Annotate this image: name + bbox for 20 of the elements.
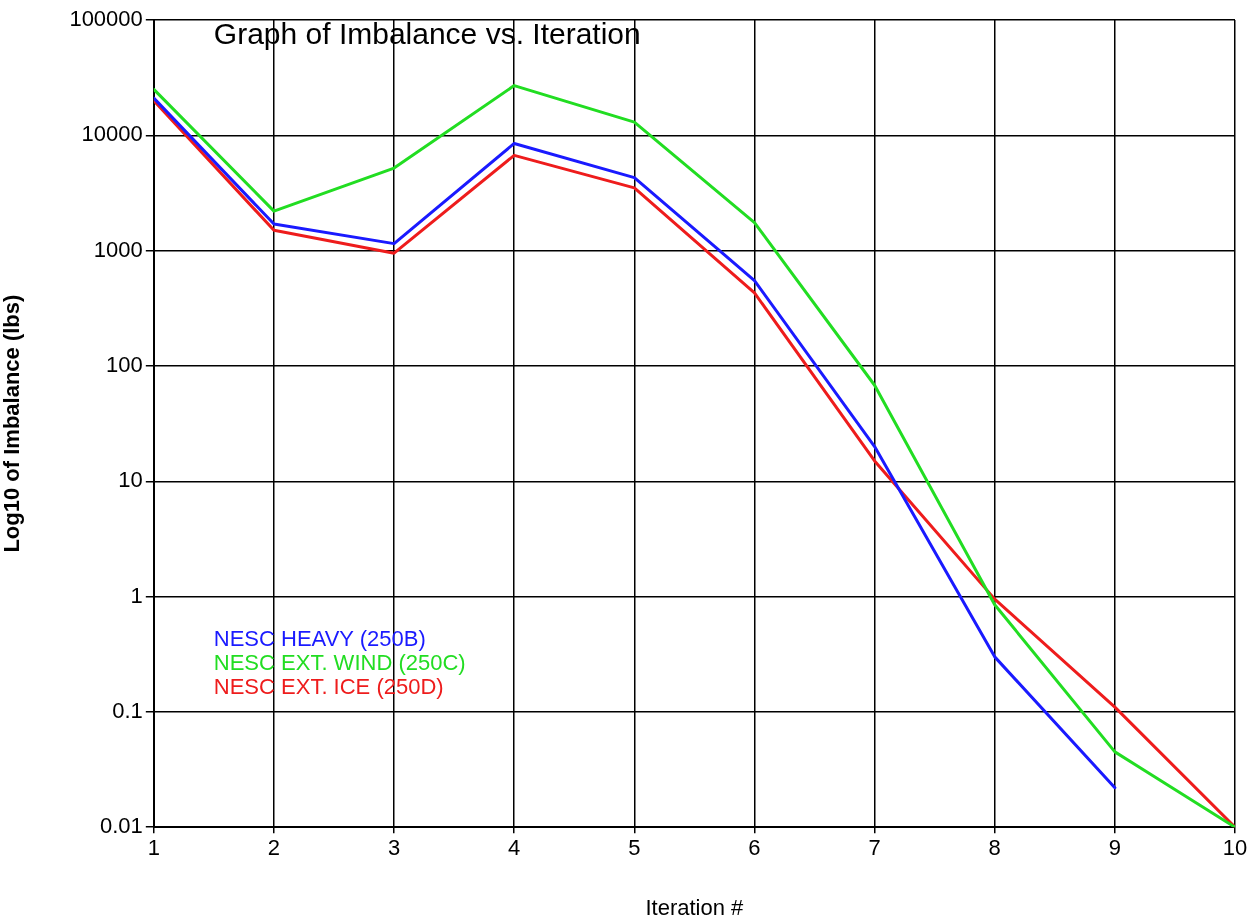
y-tick-label: 100 [106,352,143,378]
x-tick-label: 1 [147,835,160,861]
x-tick-label: 10 [1222,835,1248,861]
y-tick-label: 0.01 [99,813,143,839]
y-tick-label: 10 [118,467,143,493]
y-tick-label: 1000 [93,236,143,262]
y-tick-label: 0.1 [112,697,143,723]
x-tick-label: 9 [1108,835,1121,861]
x-tick-label: 8 [988,835,1001,861]
x-tick-label: 5 [628,835,641,861]
x-axis-title: Iteration # [645,894,745,920]
x-tick-label: 2 [267,835,281,861]
y-tick-label: 100000 [69,6,143,32]
y-tick-label: 10000 [81,121,143,147]
x-tick-label: 7 [868,835,881,861]
x-tick-label: 3 [387,835,401,861]
y-tick-label: 1 [130,582,143,608]
x-tick-label: 4 [508,835,521,861]
x-tick-label: 6 [748,835,761,861]
y-axis-title: Log10 of Imbalance (lbs) [0,294,25,553]
